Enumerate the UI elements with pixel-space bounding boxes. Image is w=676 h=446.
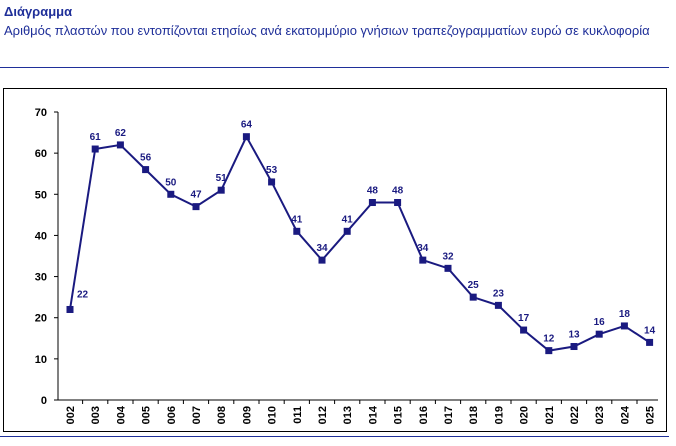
x-tick-label: 015 — [393, 406, 405, 424]
data-point — [469, 293, 477, 301]
data-label: 48 — [367, 186, 379, 197]
data-label: 48 — [392, 186, 404, 197]
x-tick-label: 012 — [317, 406, 329, 424]
data-point — [595, 330, 603, 338]
y-tick-label: 40 — [35, 230, 47, 242]
data-point — [66, 305, 74, 313]
top-divider — [0, 67, 669, 68]
x-tick-label: 016 — [418, 406, 430, 424]
x-tick-label: 014 — [367, 405, 379, 424]
chart-frame — [3, 88, 667, 432]
data-point — [545, 347, 553, 355]
bottom-divider — [0, 436, 669, 437]
data-point — [394, 199, 402, 207]
y-tick-label: 10 — [35, 354, 47, 366]
x-tick-label: 003 — [90, 406, 102, 424]
data-label: 14 — [644, 325, 656, 336]
chart-label: Διάγραμμα — [4, 4, 73, 19]
chart-description: Αριθμός πλαστών που εντοπίζονται ετησίως… — [4, 23, 650, 38]
x-tick-label: 023 — [594, 406, 606, 424]
data-label: 62 — [115, 128, 127, 139]
data-label: 34 — [417, 243, 429, 254]
chart-heading: Διάγραμμα Αριθμός πλαστών που εντοπίζοντ… — [4, 3, 672, 40]
x-tick-label: 017 — [443, 406, 455, 424]
data-label: 17 — [518, 313, 530, 324]
x-tick-label: 002 — [65, 406, 77, 424]
data-point — [494, 301, 502, 309]
data-label: 16 — [594, 317, 606, 328]
data-point — [318, 256, 326, 264]
x-tick-label: 011 — [292, 406, 304, 424]
data-point — [368, 199, 376, 207]
data-point — [91, 145, 99, 153]
data-label: 18 — [619, 309, 631, 320]
x-tick-label: 008 — [216, 406, 228, 424]
data-label: 41 — [291, 214, 303, 225]
data-label: 13 — [568, 330, 580, 341]
y-tick-label: 20 — [35, 313, 47, 325]
data-point — [520, 326, 528, 334]
data-point — [620, 322, 628, 330]
data-label: 25 — [468, 280, 480, 291]
data-label: 41 — [342, 214, 354, 225]
y-tick-label: 50 — [35, 189, 47, 201]
data-point — [419, 256, 427, 264]
data-label: 47 — [190, 190, 202, 201]
data-point — [142, 166, 150, 174]
series-line — [69, 134, 651, 352]
x-tick-label: 021 — [544, 406, 556, 424]
x-tick-label: 009 — [241, 406, 253, 424]
x-tick-label: 004 — [115, 405, 127, 424]
x-tick-label: 005 — [141, 406, 153, 424]
data-point — [217, 186, 225, 194]
data-point — [646, 338, 654, 346]
data-label: 22 — [77, 289, 89, 300]
data-point — [444, 264, 452, 272]
data-label: 12 — [543, 334, 555, 345]
y-tick-label: 60 — [35, 148, 47, 160]
data-label: 64 — [241, 120, 253, 131]
data-label: 53 — [266, 165, 278, 176]
x-tick-label: 024 — [619, 405, 631, 424]
y-tick-label: 30 — [35, 272, 47, 284]
x-tick-label: 018 — [468, 406, 480, 424]
x-tick-label: 020 — [519, 406, 531, 424]
data-label: 51 — [216, 173, 228, 184]
x-tick-label: 013 — [342, 406, 354, 424]
data-point — [116, 141, 124, 149]
x-tick-label: 006 — [166, 406, 178, 424]
x-tick-label: 007 — [191, 406, 203, 424]
y-tick-label: 70 — [35, 107, 47, 119]
data-point — [293, 227, 301, 235]
data-label: 32 — [442, 251, 454, 262]
data-label: 56 — [140, 153, 152, 164]
x-tick-label: 025 — [645, 406, 657, 424]
data-point — [343, 227, 351, 235]
data-point — [167, 190, 175, 198]
data-point — [192, 203, 200, 211]
y-tick-label: 0 — [41, 395, 47, 407]
data-point — [242, 133, 250, 141]
data-point — [570, 343, 578, 351]
data-label: 34 — [316, 243, 328, 254]
data-point — [268, 178, 276, 186]
data-label: 50 — [165, 177, 177, 188]
x-tick-label: 022 — [569, 406, 581, 424]
x-tick-label: 019 — [493, 406, 505, 424]
x-tick-label: 010 — [267, 406, 279, 424]
data-label: 61 — [90, 132, 102, 143]
data-label: 23 — [493, 288, 505, 299]
